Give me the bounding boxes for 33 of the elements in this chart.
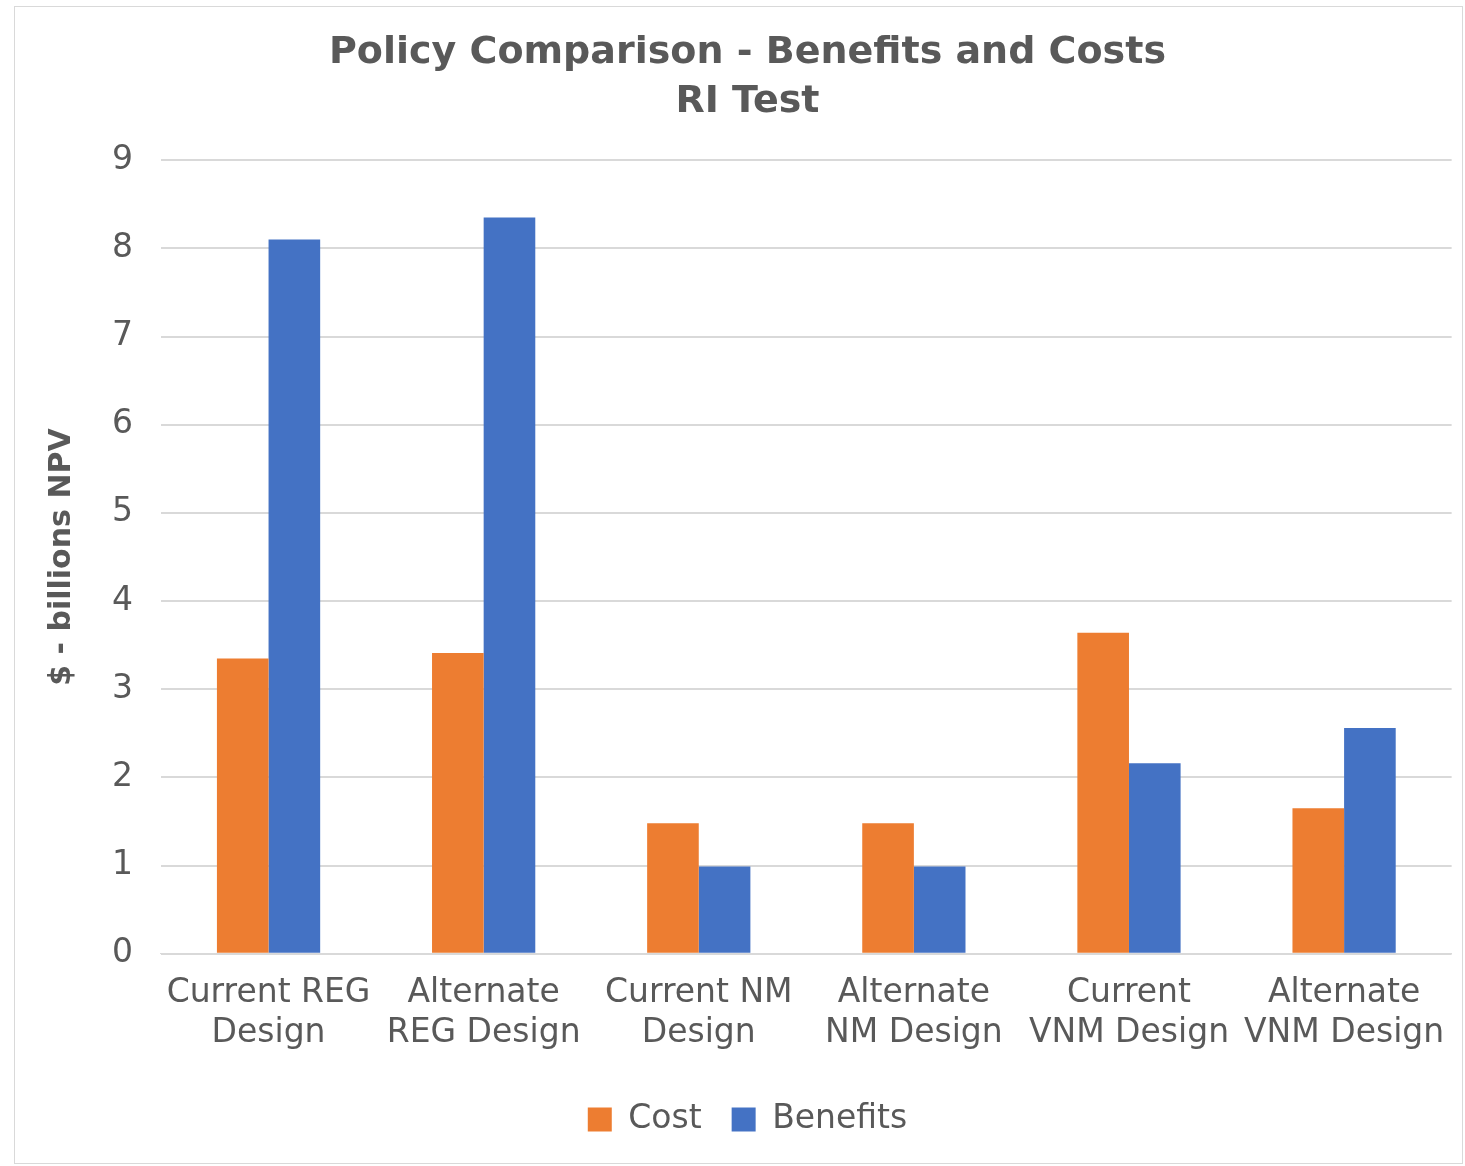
- legend-label: Benefits: [772, 1097, 908, 1137]
- bar: [483, 217, 536, 953]
- y-tick-label: 1: [112, 843, 133, 883]
- x-tick-label: Current REG Design: [166, 971, 371, 1050]
- bar: [216, 658, 269, 953]
- chart-subtitle: RI Test: [675, 77, 820, 122]
- y-tick-label: 8: [112, 225, 133, 265]
- bar: [698, 866, 751, 953]
- bar: [862, 823, 914, 953]
- y-tick-label: 9: [112, 137, 133, 177]
- bar: [647, 823, 699, 953]
- bar: [432, 653, 484, 953]
- y-axis-title: $ - billions NPV: [41, 427, 77, 686]
- y-tick-label: 2: [112, 755, 133, 795]
- y-tick-label: 5: [112, 490, 133, 530]
- x-tick-label: Alternate NM Design: [825, 971, 1003, 1050]
- bar: [1292, 808, 1345, 953]
- y-tick-label: 3: [112, 666, 133, 706]
- legend-label: Cost: [628, 1097, 702, 1137]
- bar: [1128, 763, 1181, 953]
- bar: [268, 239, 321, 953]
- x-tick-label: Alternate REG Design: [386, 971, 581, 1050]
- bar: [1344, 728, 1396, 953]
- x-tick-label: Current NM Design: [604, 971, 793, 1050]
- x-tick-label: Current VNM Design: [1028, 971, 1230, 1050]
- y-tick-label: 7: [112, 314, 133, 354]
- y-tick-label: 6: [112, 402, 133, 442]
- bar: [913, 866, 966, 953]
- x-tick-label: Alternate VNM Design: [1244, 971, 1445, 1050]
- y-tick-label: 0: [112, 931, 133, 971]
- bar: [1077, 632, 1129, 953]
- y-tick-label: 4: [112, 578, 133, 618]
- chart-title: Policy Comparison - Benefits and Costs: [328, 27, 1167, 72]
